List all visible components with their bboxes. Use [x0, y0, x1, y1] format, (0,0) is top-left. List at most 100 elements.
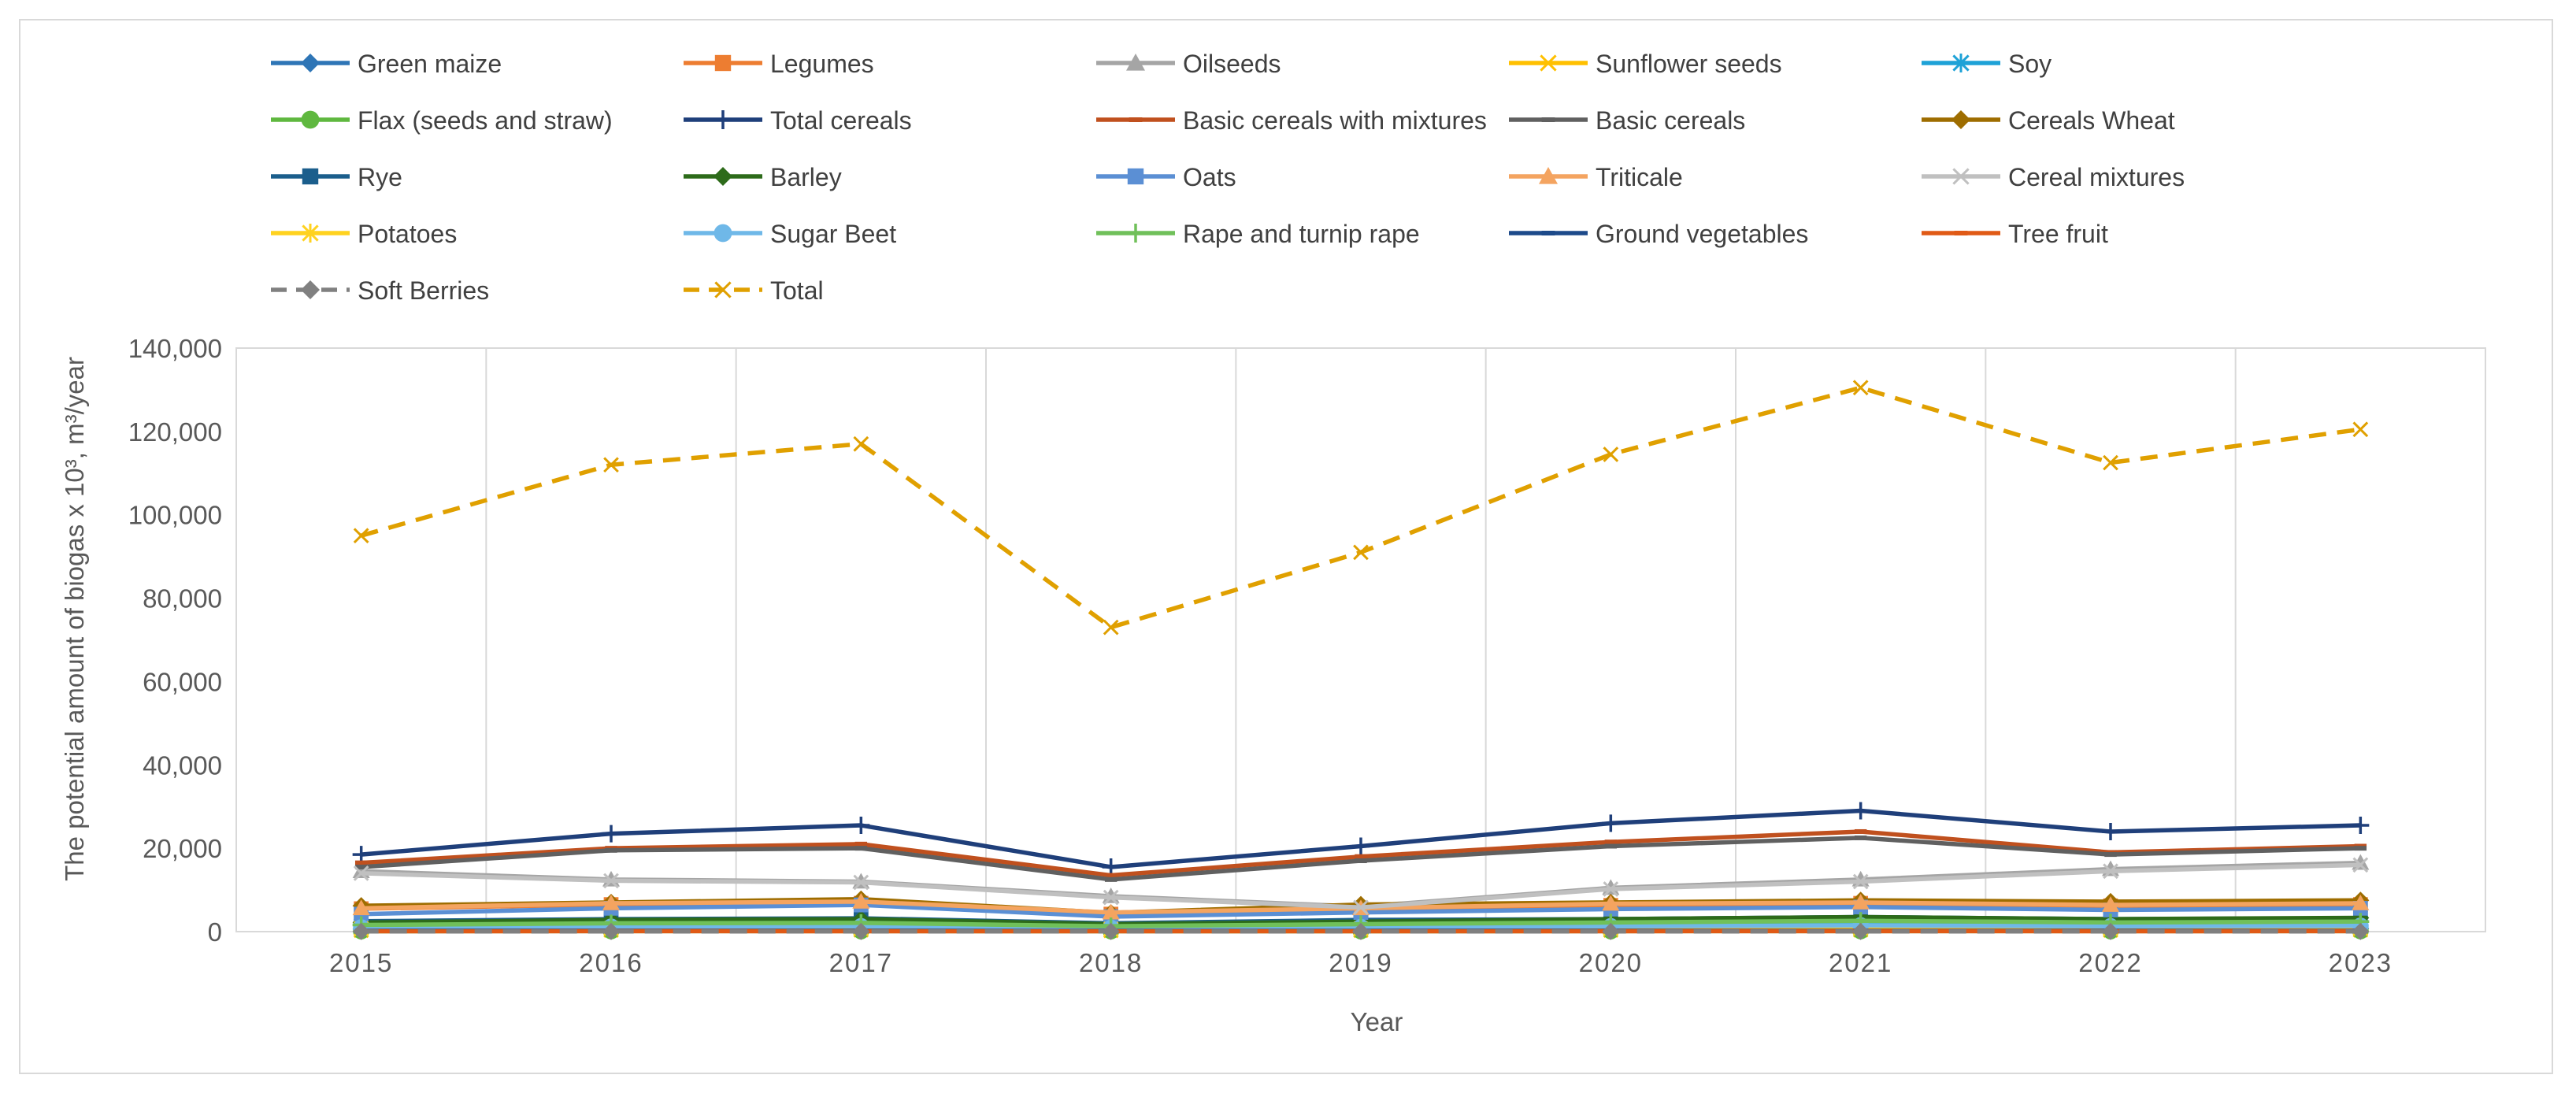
legend-item-green-maize: Green maize [271, 50, 502, 78]
legend-marker [1539, 167, 1558, 184]
legend-marker [1951, 110, 1970, 129]
data-point [1602, 922, 1620, 940]
data-point [1352, 837, 1370, 855]
legend-item-soy: Soy [1922, 50, 2052, 78]
series-total [353, 380, 2369, 636]
legend-marker [1540, 54, 1557, 72]
legend-label: Total [770, 276, 824, 305]
data-point [2352, 857, 2369, 873]
data-point [2352, 922, 2370, 940]
data-point [602, 825, 620, 843]
data-point [352, 922, 370, 940]
legend-label: Barley [770, 163, 842, 191]
legend-marker [301, 280, 320, 299]
data-point [353, 865, 369, 881]
legend-label: Flax (seeds and straw) [358, 106, 613, 135]
y-tick-label: 100,000 [128, 501, 222, 530]
x-axis: 2015 2016 2017 2018 2019 2020 2021 2022 2023 [329, 948, 2393, 977]
data-point [852, 817, 870, 835]
series-soft-berries [352, 922, 2370, 940]
legend-label: Triticale [1596, 163, 1683, 191]
data-point [2102, 896, 2119, 912]
legend-marker [1541, 231, 1555, 235]
data-point [2102, 922, 2119, 940]
data-point [602, 895, 620, 910]
legend-item-total-cereals: Total cereals [684, 106, 912, 135]
plot-area [235, 347, 2486, 940]
legend-item-potatoes: Potatoes [271, 220, 457, 248]
data-point [352, 899, 370, 916]
data-point [1102, 903, 1120, 920]
data-point [2352, 895, 2370, 910]
legend-label: Basic cereals [1596, 106, 1745, 135]
x-tick-label: 2018 [1079, 948, 1143, 977]
legend-item-legumes: Legumes [684, 50, 874, 78]
data-point [854, 841, 868, 847]
data-point [2352, 421, 2369, 438]
legend-marker [714, 54, 732, 72]
data-point [852, 892, 870, 909]
data-point [1602, 895, 1620, 911]
data-point [1854, 835, 1867, 840]
legend-label: Potatoes [358, 220, 457, 248]
legend-label: Total cereals [770, 106, 912, 135]
data-point [2352, 817, 2370, 835]
data-point [853, 874, 869, 891]
data-point [602, 922, 620, 940]
data-point [1102, 922, 1120, 940]
data-point [2102, 822, 2119, 840]
y-tick-label: 80,000 [143, 584, 222, 613]
legend-label: Legumes [770, 50, 874, 78]
legend-item-ground-vegetables: Ground vegetables [1509, 220, 1808, 248]
data-point [354, 860, 368, 865]
data-point [1851, 802, 1870, 820]
data-point [1604, 839, 1618, 845]
data-point [1352, 922, 1370, 940]
legend-marker [714, 281, 732, 298]
legend-label: Rye [358, 163, 402, 191]
x-tick-label: 2021 [1829, 948, 1892, 977]
data-point [1602, 814, 1620, 832]
data-point [1603, 447, 1619, 462]
series-layer [352, 380, 2370, 940]
legend-marker [1541, 117, 1555, 122]
legend-marker [1954, 231, 1968, 235]
data-point [1854, 828, 1867, 834]
data-point [852, 922, 870, 940]
legend-label: Ground vegetables [1596, 220, 1808, 248]
data-point [1604, 843, 1618, 849]
data-point [2354, 846, 2367, 851]
data-point [854, 846, 868, 851]
data-point [1353, 899, 1369, 916]
legend-label: Soy [2008, 50, 2052, 78]
legend-item-triticale: Triticale [1509, 163, 1683, 191]
y-tick-label: 140,000 [128, 334, 222, 363]
data-point [1851, 922, 1870, 940]
legend-marker [1129, 117, 1143, 122]
legend-label: Sugar Beet [770, 220, 896, 248]
legend-marker [713, 110, 732, 129]
y-axis: 0 20,000 40,000 60,000 80,000 100,000 120,000 1… [128, 334, 222, 947]
series-cereal-mixtures [353, 857, 2369, 916]
legend-marker [301, 110, 320, 129]
legend-item-oilseeds: Oilseeds [1096, 50, 1281, 78]
data-point [1102, 858, 1120, 876]
data-point [1103, 619, 1119, 636]
data-point [603, 457, 619, 473]
legend-marker [1126, 224, 1145, 243]
legend-item-soft-berries: Soft Berries [271, 276, 489, 305]
y-tick-label: 0 [208, 917, 222, 947]
x-tick-label: 2015 [329, 948, 393, 977]
x-tick-label: 2023 [2329, 948, 2393, 977]
data-point [853, 435, 869, 452]
legend-marker [302, 168, 319, 185]
y-tick-label: 20,000 [143, 834, 222, 863]
legend-item-tree-fruit: Tree fruit [1922, 220, 2108, 248]
data-point [353, 528, 369, 544]
legend-label: Soft Berries [358, 276, 489, 305]
legend-item-rape-and-turnip-rape: Rape and turnip rape [1096, 220, 1420, 248]
x-tick-label: 2017 [829, 948, 893, 977]
legend-item-basic-cereals: Basic cereals [1509, 106, 1745, 135]
legend-item-total: Total [684, 276, 824, 305]
legend-label: Sunflower seeds [1596, 50, 1782, 78]
